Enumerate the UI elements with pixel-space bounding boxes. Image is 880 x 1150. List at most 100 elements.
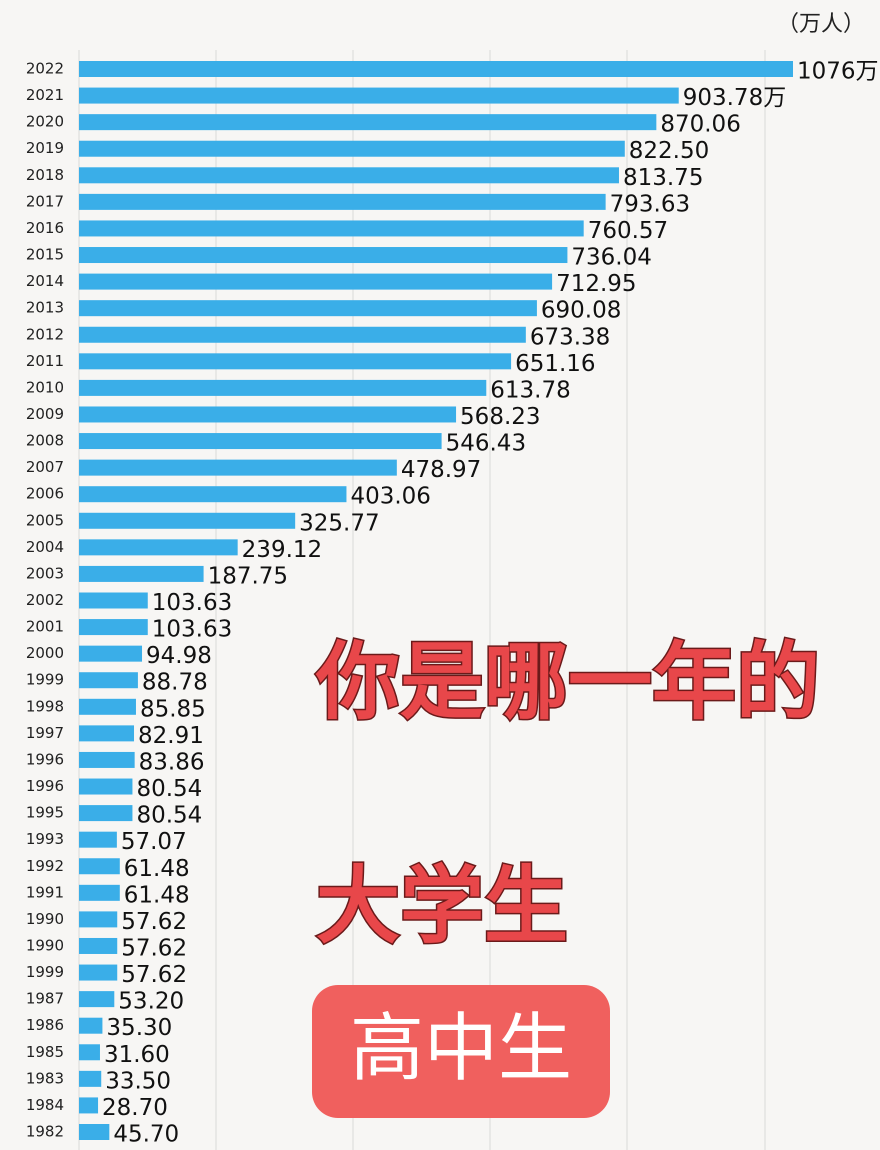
bar bbox=[79, 884, 120, 901]
bar bbox=[79, 565, 204, 582]
y-tick-label: 2001 bbox=[26, 618, 64, 636]
value-label: 903.78万 bbox=[683, 85, 786, 111]
value-label: 31.60 bbox=[104, 1042, 170, 1068]
bar bbox=[79, 1017, 103, 1034]
bar bbox=[79, 61, 793, 77]
bar bbox=[79, 1124, 110, 1140]
value-label: 325.77 bbox=[299, 510, 379, 536]
value-label: 45.70 bbox=[113, 1122, 179, 1148]
annotation: 你是哪一年的 bbox=[315, 633, 820, 731]
value-label: 35.30 bbox=[106, 1015, 172, 1041]
bar bbox=[79, 406, 457, 423]
annotation: 高中生 bbox=[350, 1006, 572, 1092]
y-tick-label: 2012 bbox=[26, 325, 64, 343]
bar bbox=[79, 167, 619, 184]
y-tick-label: 2018 bbox=[26, 166, 64, 184]
y-tick-label: 2015 bbox=[26, 246, 64, 264]
value-label: 813.75 bbox=[623, 165, 703, 191]
y-tick-label: 1986 bbox=[26, 1016, 64, 1034]
y-tick-label: 1982 bbox=[26, 1123, 64, 1141]
y-tick-label: 1985 bbox=[26, 1043, 64, 1061]
value-label: 85.85 bbox=[140, 696, 206, 722]
y-tick-label: 1995 bbox=[26, 804, 64, 822]
label-box bbox=[312, 985, 610, 1118]
value-label: 187.75 bbox=[208, 563, 288, 589]
y-tick-label: 1996 bbox=[26, 777, 64, 795]
y-tick-label: 2014 bbox=[26, 272, 64, 290]
bar bbox=[79, 672, 138, 689]
bar bbox=[79, 991, 115, 1008]
value-label: 61.48 bbox=[124, 856, 190, 882]
bar bbox=[79, 1044, 100, 1061]
bar bbox=[79, 247, 568, 264]
value-label: 760.57 bbox=[588, 218, 668, 244]
bar bbox=[79, 87, 679, 104]
y-tick-label: 1984 bbox=[26, 1096, 64, 1114]
value-label: 568.23 bbox=[460, 404, 540, 430]
y-tick-label: 2009 bbox=[26, 405, 64, 423]
value-label: 80.54 bbox=[136, 803, 202, 829]
y-tick-label: 2011 bbox=[26, 352, 64, 370]
value-label: 651.16 bbox=[515, 351, 595, 377]
y-tick-label: 2000 bbox=[26, 644, 64, 662]
y-tick-label: 1992 bbox=[26, 857, 64, 875]
value-label: 613.78 bbox=[490, 377, 570, 403]
y-tick-label: 2005 bbox=[26, 511, 64, 529]
bar bbox=[79, 459, 397, 476]
value-label: 53.20 bbox=[118, 989, 184, 1015]
bar bbox=[79, 353, 512, 370]
bar bbox=[79, 326, 526, 343]
y-tick-label: 2007 bbox=[26, 458, 64, 476]
bar bbox=[79, 619, 148, 636]
y-tick-label: 1996 bbox=[26, 750, 64, 768]
bar bbox=[79, 539, 238, 556]
y-tick-label: 2013 bbox=[26, 299, 64, 317]
value-label: 103.63 bbox=[152, 590, 232, 616]
bar bbox=[79, 433, 442, 450]
value-label: 33.50 bbox=[105, 1068, 171, 1094]
y-tick-label: 1983 bbox=[26, 1069, 64, 1087]
y-tick-label: 2017 bbox=[26, 192, 64, 210]
y-tick-label: 2021 bbox=[26, 86, 64, 104]
bar bbox=[79, 751, 135, 768]
bar bbox=[79, 858, 120, 875]
y-tick-label: 2003 bbox=[26, 564, 64, 582]
y-tick-label: 1999 bbox=[26, 963, 64, 981]
y-tick-label: 2020 bbox=[26, 113, 64, 131]
y-tick-label: 1990 bbox=[26, 936, 64, 954]
bar bbox=[79, 725, 135, 742]
value-label: 736.04 bbox=[571, 245, 651, 271]
bar bbox=[79, 645, 143, 662]
unit-label: （万人） bbox=[777, 12, 865, 37]
bar bbox=[79, 193, 606, 210]
y-tick-label: 1991 bbox=[26, 883, 64, 901]
value-label: 103.63 bbox=[152, 617, 232, 643]
bar bbox=[79, 273, 553, 290]
value-label: 690.08 bbox=[541, 298, 621, 324]
y-tick-label: 2002 bbox=[26, 591, 64, 609]
value-label: 870.06 bbox=[660, 112, 740, 138]
value-label: 57.62 bbox=[121, 909, 187, 935]
bar bbox=[79, 300, 537, 317]
bar bbox=[79, 805, 133, 822]
value-label: 82.91 bbox=[138, 723, 204, 749]
value-label: 822.50 bbox=[629, 138, 709, 164]
y-tick-label: 2019 bbox=[26, 139, 64, 157]
y-tick-label: 2006 bbox=[26, 485, 64, 503]
y-tick-label: 1987 bbox=[26, 990, 64, 1008]
value-label: 478.97 bbox=[401, 457, 481, 483]
value-label: 80.54 bbox=[136, 776, 202, 802]
bar bbox=[79, 114, 657, 131]
y-tick-label: 2016 bbox=[26, 219, 64, 237]
y-tick-label: 2008 bbox=[26, 432, 64, 450]
y-tick-label: 1990 bbox=[26, 910, 64, 928]
bar bbox=[79, 964, 118, 981]
y-tick-label: 1998 bbox=[26, 697, 64, 715]
bar bbox=[79, 486, 347, 503]
y-tick-label: 2022 bbox=[26, 60, 64, 78]
bar bbox=[79, 1097, 99, 1114]
bar bbox=[79, 937, 118, 954]
value-label: 83.86 bbox=[139, 749, 205, 775]
bar bbox=[79, 778, 133, 795]
